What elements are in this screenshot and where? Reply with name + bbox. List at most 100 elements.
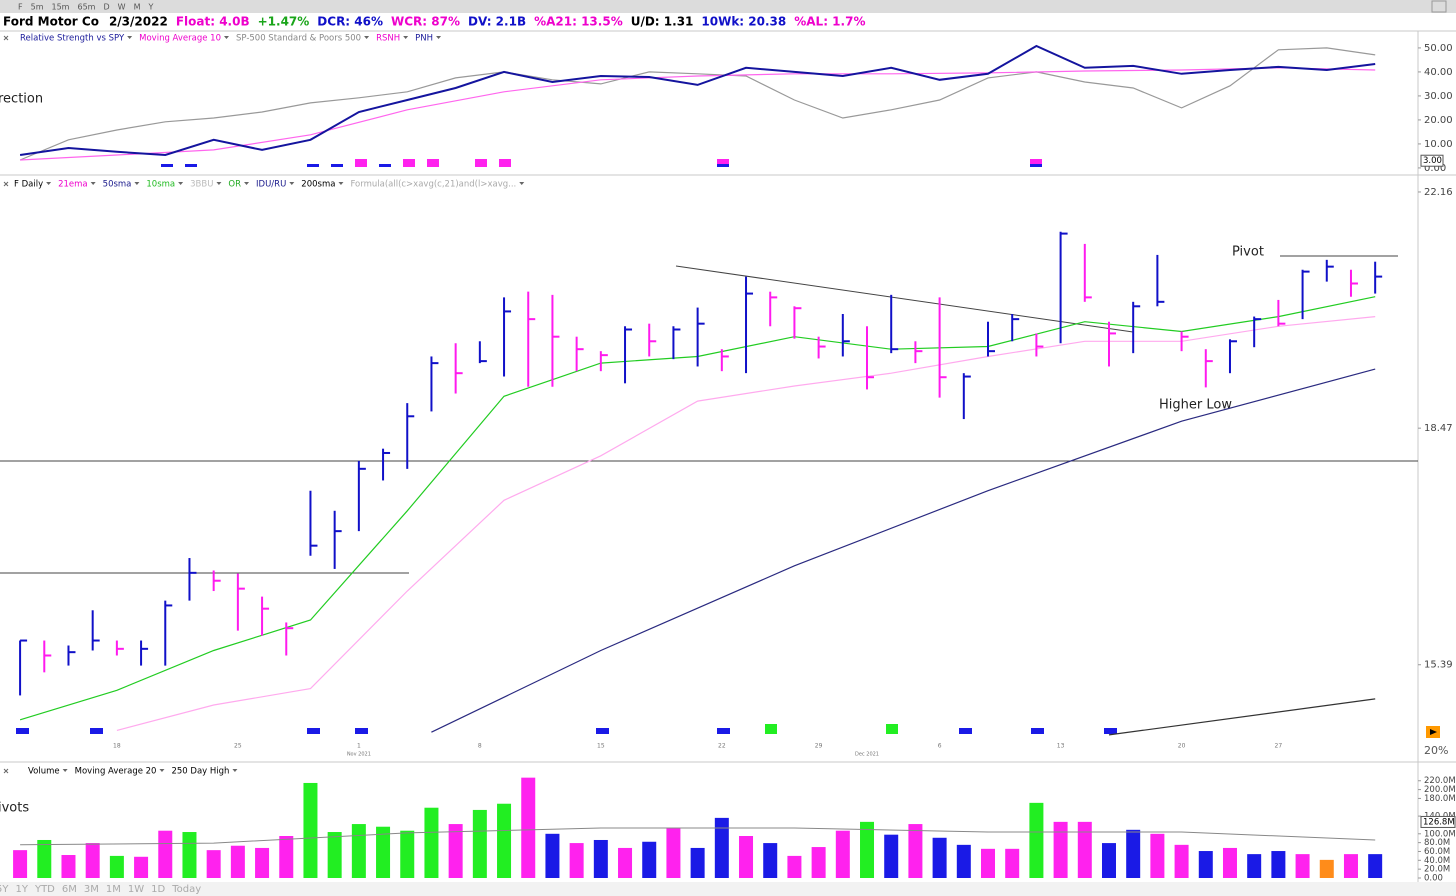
toolbar-button[interactable]: 65m [77,3,95,12]
volume-bar [1029,802,1044,878]
toolbar-button[interactable]: M [134,3,141,12]
range-button[interactable]: 6M [62,884,77,895]
indicator-label[interactable]: Formula(all(c>xavg(c,21)and(l>xavg... [350,180,516,190]
range-bar-bg [0,882,1456,896]
y-tick-label: 50.00 [1424,43,1453,54]
toolbar-button[interactable]: 5m [31,3,44,12]
indicator-label[interactable]: RSNH [376,34,400,44]
x-tick-label: 15 [597,743,605,750]
x-tick-label: 29 [815,743,823,750]
volume-bar [956,844,971,878]
indicator-label[interactable]: Volume [28,767,60,777]
header-stat: 2/3/2022 [109,15,168,29]
range-button[interactable]: YTD [34,884,55,895]
dropdown-arrow [232,769,238,772]
range-button[interactable]: 1Y [15,884,28,895]
indicator-label[interactable]: 21ema [58,180,88,190]
moving-average-line [1108,698,1376,736]
dropdown-arrow [364,36,370,39]
volume-bar [835,830,850,878]
header-stat: +1.47% [258,15,310,29]
volume-bar [521,777,536,878]
volume-bar [424,807,439,878]
indicator-label[interactable]: 50sma [103,180,132,190]
play-icon [1430,729,1437,735]
toolbar-button[interactable]: Y [147,3,153,12]
indicator-label[interactable]: 10sma [146,180,175,190]
indicator-label[interactable]: 3BBU [190,180,213,190]
volume-bar [908,824,923,878]
volume-bar [1198,851,1213,878]
indicator-label[interactable]: Moving Average 20 [75,767,157,777]
x-tick-label: 25 [234,743,242,750]
y-tick-label: 0.00 [1424,874,1443,884]
toolbar-button[interactable]: 15m [52,3,70,12]
range-button[interactable]: 5Y [0,884,9,895]
volume-bar [545,833,560,878]
indicator-label[interactable]: IDU/RU [256,180,286,190]
header-stat: %AL: 1.7% [794,15,865,29]
volume-bar [666,828,681,878]
dropdown-arrow [436,36,442,39]
indicator-label[interactable]: F Daily [14,180,43,190]
corner-label: 20% [1424,744,1448,757]
indicator-label[interactable]: 250 Day High [171,767,229,777]
dropdown-arrow [519,182,525,185]
toolbar-button[interactable]: F [18,3,23,12]
range-button[interactable]: 3M [84,884,99,895]
range-button[interactable]: 1M [106,884,121,895]
volume-bar [1174,844,1189,878]
header-stat: WCR: 87% [391,15,460,29]
volume-bar [1295,854,1310,878]
dropdown-arrow [90,182,96,185]
volume-bar [279,836,294,878]
toolbar-button[interactable]: D [103,3,109,12]
close-icon[interactable] [3,35,9,774]
volume-bar [134,856,149,878]
volume-bar [1101,843,1116,878]
volume-bar [932,837,947,878]
y-tick-label: 20.00 [1424,115,1453,126]
indicator-label[interactable]: OR [228,180,241,190]
header-stat: 10Wk: 20.38 [701,15,786,29]
volume-bar [158,830,173,878]
volume-bar [85,843,100,878]
y-tick-label: 220.0M [1424,776,1456,786]
volume-bar [884,834,899,878]
y-tick-label: 80.0M [1424,838,1450,848]
header-stat: U/D: 1.31 [631,15,694,29]
dropdown-arrow [216,182,222,185]
x-month-label: Nov 2021 [347,752,371,758]
volume-bar [1368,854,1383,878]
indicator-label[interactable]: 200sma [301,180,335,190]
header-stat: Float: 4.0B [176,15,250,29]
toolbar-button[interactable]: W [118,3,126,12]
y-tick-label: 180.0M [1424,794,1456,804]
x-tick-label: 22 [718,743,726,750]
x-tick-label: 1 [357,743,361,750]
volume-bar [1271,851,1286,878]
y-tick-label: 20.0M [1424,865,1450,875]
volume-bar [1319,859,1334,878]
volume-average-line [20,827,1376,846]
range-button[interactable]: 1W [128,884,144,895]
y-tick-label: 200.0M [1424,785,1456,795]
range-button[interactable]: Today [171,884,201,895]
indicator-label[interactable]: Moving Average 10 [139,34,221,44]
volume-bar [400,830,415,878]
window-button[interactable] [1431,0,1447,13]
volume-bar [1077,821,1092,878]
volume-bar [860,821,875,878]
x-tick-label: 6 [938,743,942,750]
volume-bar [255,847,270,878]
volume-bar [109,855,124,878]
volume-bar [472,809,487,878]
indicator-label[interactable]: PNH [415,34,433,44]
range-button[interactable]: 1D [151,884,165,895]
indicator-label[interactable]: SP-500 Standard & Poors 500 [236,34,361,44]
volume-bar [618,847,633,878]
indicator-label[interactable]: Relative Strength vs SPY [20,34,125,44]
volume-bar [1222,847,1237,878]
